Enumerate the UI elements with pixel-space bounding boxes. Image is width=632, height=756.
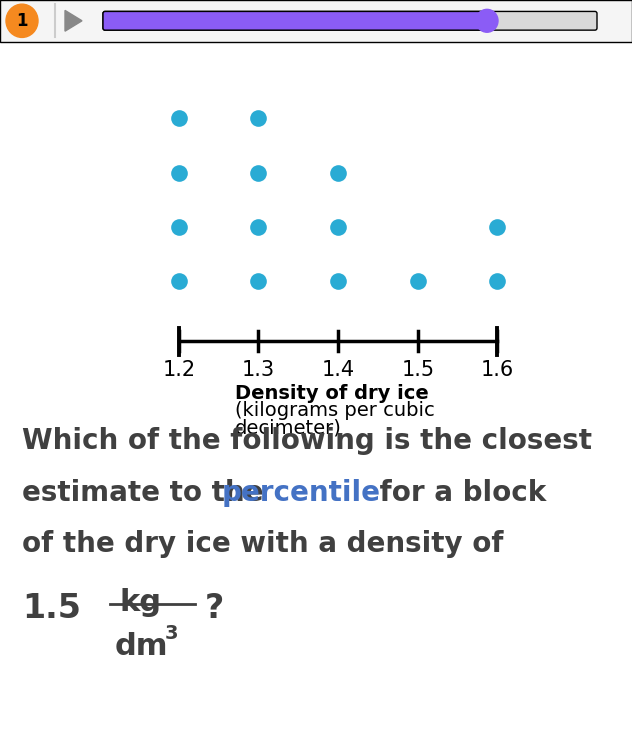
Text: for a block: for a block <box>370 479 546 507</box>
Text: ?: ? <box>205 592 224 625</box>
Text: kg: kg <box>120 588 162 618</box>
Text: 1.4: 1.4 <box>322 360 355 380</box>
Text: Which of the following is the closest: Which of the following is the closest <box>22 426 592 454</box>
FancyBboxPatch shape <box>103 11 489 30</box>
Text: (kilograms per cubic: (kilograms per cubic <box>234 401 434 420</box>
Text: 1: 1 <box>16 12 28 29</box>
Text: 1.6: 1.6 <box>481 360 514 380</box>
Circle shape <box>6 4 38 38</box>
Text: decimeter): decimeter) <box>234 418 341 438</box>
Text: 1.5: 1.5 <box>401 360 434 380</box>
FancyBboxPatch shape <box>103 11 597 30</box>
Text: estimate to the: estimate to the <box>22 479 273 507</box>
Text: percentile: percentile <box>222 479 381 507</box>
Text: 3: 3 <box>165 624 178 643</box>
Text: Density of dry ice: Density of dry ice <box>234 383 428 402</box>
Circle shape <box>476 9 498 33</box>
Text: 1.5: 1.5 <box>22 592 81 625</box>
Text: 1.2: 1.2 <box>162 360 195 380</box>
Text: of the dry ice with a density of: of the dry ice with a density of <box>22 531 504 559</box>
Text: dm: dm <box>115 632 169 662</box>
Polygon shape <box>65 11 82 31</box>
Text: 1.3: 1.3 <box>242 360 275 380</box>
